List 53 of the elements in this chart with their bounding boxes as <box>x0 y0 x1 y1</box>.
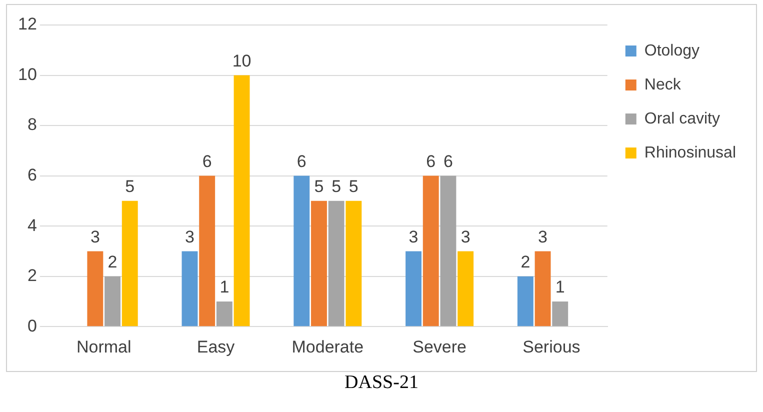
bar <box>440 176 456 326</box>
bar <box>406 251 422 326</box>
y-tick-label: 6 <box>27 165 37 184</box>
data-label: 5 <box>332 177 342 196</box>
data-label: 3 <box>408 227 418 246</box>
bar <box>104 276 121 326</box>
y-tick-label: 0 <box>27 316 37 336</box>
bar <box>311 200 327 326</box>
y-tick-label: 2 <box>27 266 37 286</box>
data-label: 6 <box>296 152 306 171</box>
data-label: 6 <box>426 152 436 171</box>
x-tick-label: Easy <box>196 337 236 356</box>
bar <box>517 276 534 326</box>
data-label: 3 <box>460 227 470 246</box>
bar <box>294 176 310 326</box>
bar <box>422 176 439 326</box>
legend-label: Otology <box>644 42 700 60</box>
bar <box>234 75 250 326</box>
data-label: 2 <box>520 252 530 272</box>
legend-label: Neck <box>644 76 682 94</box>
data-label: 1 <box>220 278 230 297</box>
data-label: 3 <box>90 227 100 246</box>
x-tick-label: Normal <box>76 337 132 356</box>
bar <box>458 251 474 326</box>
bar <box>552 301 568 326</box>
y-tick-label: 12 <box>18 14 37 34</box>
bar <box>328 200 344 326</box>
bar <box>87 251 104 326</box>
y-tick-label: 8 <box>27 115 37 134</box>
bar <box>216 301 232 326</box>
data-label: 3 <box>185 227 194 246</box>
y-tick-label: 10 <box>18 64 37 84</box>
data-label: 3 <box>538 227 548 246</box>
x-tick-label: Severe <box>412 337 466 356</box>
bar <box>534 251 551 326</box>
x-tick-label: Moderate <box>292 337 364 356</box>
x-tick-label: Serious <box>522 337 580 356</box>
bar <box>346 200 362 326</box>
legend-label: Rhinosinusal <box>644 144 736 162</box>
data-label: 5 <box>125 177 135 196</box>
bar <box>199 176 216 326</box>
bar <box>122 200 138 326</box>
data-label: 6 <box>443 152 453 171</box>
data-label: 10 <box>232 51 252 70</box>
data-label: 6 <box>202 152 212 171</box>
bar <box>182 251 198 326</box>
y-tick-label: 4 <box>27 216 37 235</box>
data-label: 1 <box>555 278 565 297</box>
data-label: 5 <box>314 177 324 196</box>
legend-label: Oral cavity <box>644 110 720 128</box>
data-label: 5 <box>348 177 358 196</box>
data-label: 2 <box>108 252 118 272</box>
x-axis-title: DASS-21 <box>344 372 420 394</box>
